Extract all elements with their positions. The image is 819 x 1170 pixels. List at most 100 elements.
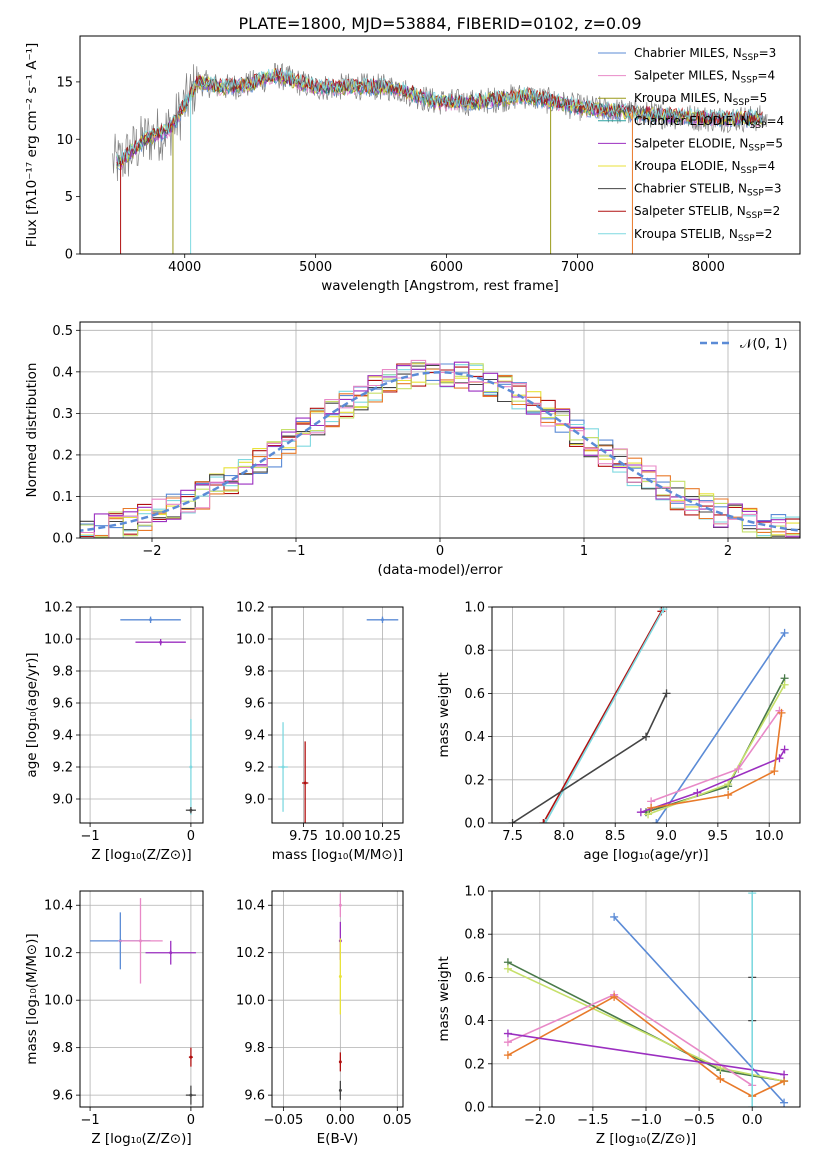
data-point [189,808,193,812]
y-tick-label: 0.4 [52,365,73,380]
legend-entry: 𝒩(0, 1) [740,337,787,352]
x-tick-label: 8000 [692,260,725,275]
residuals-axes: −2 −1 0 1 2 0.0 0.1 0.2 0.3 0.4 0.5 (data-model)/er… [24,321,801,578]
weight-marker [716,1074,725,1083]
y-tick-label: 1.0 [464,885,485,900]
axes-frame [79,606,204,824]
y-tick-label: 9.6 [244,1089,265,1104]
x-tick-label: 0 [187,829,195,844]
x-tick-label: 1 [580,544,588,559]
spectrum-axes: 4000 5000 6000 7000 8000 0 5 10 15 wavelength [An… [24,14,801,294]
weight-marker [610,912,619,921]
data-point [149,618,153,622]
data-point [338,1088,342,1092]
x-tick-label: 5000 [299,260,332,275]
weight-marker [748,1103,757,1107]
weight-marker [780,1070,789,1079]
x-tick-label: −1.5 [577,1113,609,1128]
legend-entry: Salpeter ELODIE, NSSP=5 [634,136,783,153]
y-tick-label: 0.5 [52,324,73,339]
y-tick-label: 0.0 [52,532,73,547]
y-tick-label: 9.2 [52,761,73,776]
y-tick-label: 10.2 [44,601,73,616]
x-tick-label: −0.5 [683,1113,715,1128]
age_vs_mass-axes: 9.75 10.00 10.25 9.0 9.2 9.4 9.6 9.8 10.0 10.2 mas… [236,601,404,863]
y-tick-label: 0.8 [464,928,485,943]
y-tick-label: 0 [65,248,73,263]
x-tick-label: −2 [142,544,161,559]
y-tick-label: 0.2 [52,448,73,463]
weight-marker [777,708,786,717]
weight-line [650,712,783,809]
axes-frame [79,35,801,255]
weight-marker [780,628,789,637]
weight-line [655,632,786,823]
y-tick-label: 0.0 [464,817,485,832]
y-tick-label: 0.3 [52,407,73,422]
mass_vs_EBV-axes: −0.05 0.00 0.05 9.6 9.8 10.0 10.2 10.4 E(B-V) [236,890,412,1147]
x-tick-label: 10.0 [755,829,784,844]
axes-frame [79,890,204,1108]
axes-frame [491,890,801,1108]
histograms [80,359,800,538]
legend-entry: Salpeter STELIB, NSSP=2 [634,204,780,221]
y-tick-label: 9.6 [52,1089,73,1104]
weight-line [512,693,668,823]
weight-marker [780,1098,789,1107]
weight-marker [503,964,512,973]
data-point [281,765,285,769]
x-axis-label: age [log₁₀(age/yr)] [583,847,708,863]
model-spectrum-line [116,68,763,168]
y-tick-label: 0.6 [464,687,485,702]
weight-marker [636,808,645,817]
x-tick-label: 9.0 [656,829,677,844]
data-point [338,1060,342,1064]
weight-marker [647,803,656,812]
y-tick-label: 15 [56,75,73,90]
histogram-step [80,361,800,538]
errorbar-points [120,616,196,815]
x-axis-label: E(B-V) [317,1131,359,1147]
y-tick-label: 9.8 [52,1041,73,1056]
axes-frame [271,890,404,1108]
weight-marker [724,790,733,799]
y-tick-label: 5 [65,190,73,205]
weight-marker [780,745,789,754]
data-point [338,903,342,907]
x-tick-label: −0.05 [263,1113,303,1128]
y-tick-label: 0.1 [52,490,73,505]
y-axis-label: Normed distribution [24,363,40,498]
age_vs_Z-axes: −1 0 9.0 9.2 9.4 9.6 9.8 10.0 10.2 Z [log₁₀(Z/Z⊙)… [24,601,204,863]
gaussian-curve [80,371,800,532]
y-tick-label: 10.0 [44,994,73,1009]
x-axis-label: mass [log₁₀(M/M⊙)] [272,847,403,863]
y-tick-label: 0.6 [464,971,485,986]
weight-marker [610,992,619,1001]
x-tick-label: −1 [80,1113,99,1128]
weight-line [507,1032,785,1076]
weight-line [640,749,786,813]
data-point [189,1055,193,1059]
mass_vs_Z-axes: −1 0 9.6 9.8 10.0 10.2 10.4 Z [log₁₀(Z/Z⊙)] mass… [24,890,204,1147]
y-tick-label: 9.8 [52,665,73,680]
x-tick-label: 0 [436,544,444,559]
weight-marker [780,680,789,689]
y-tick-label: 0.4 [464,1014,485,1029]
x-tick-label: 8.0 [554,829,575,844]
legend-entry: Chabrier MILES, NSSP=3 [634,46,776,63]
x-axis-label: Z [log₁₀(Z/Z⊙)] [91,847,191,863]
y-axis-label: mass [log₁₀(M/M⊙)] [24,933,40,1064]
x-axis-label: Z [log₁₀(Z/Z⊙)] [91,1131,191,1147]
weight-marker [642,732,650,741]
x-tick-label: 4000 [168,260,201,275]
y-tick-label: 9.6 [52,697,73,712]
data-point [189,1093,193,1097]
weight-lines [503,891,789,1107]
y-tick-label: 1.0 [464,601,485,616]
y-axis-label: Flux [fλ10⁻¹⁷ erg cm⁻² s⁻¹ A⁻¹] [24,43,40,248]
legend-entry: Kroupa ELODIE, NSSP=4 [634,159,775,176]
y-tick-label: 0.2 [464,1057,485,1072]
x-tick-label: 10.25 [364,829,401,844]
weight-line [542,610,663,823]
